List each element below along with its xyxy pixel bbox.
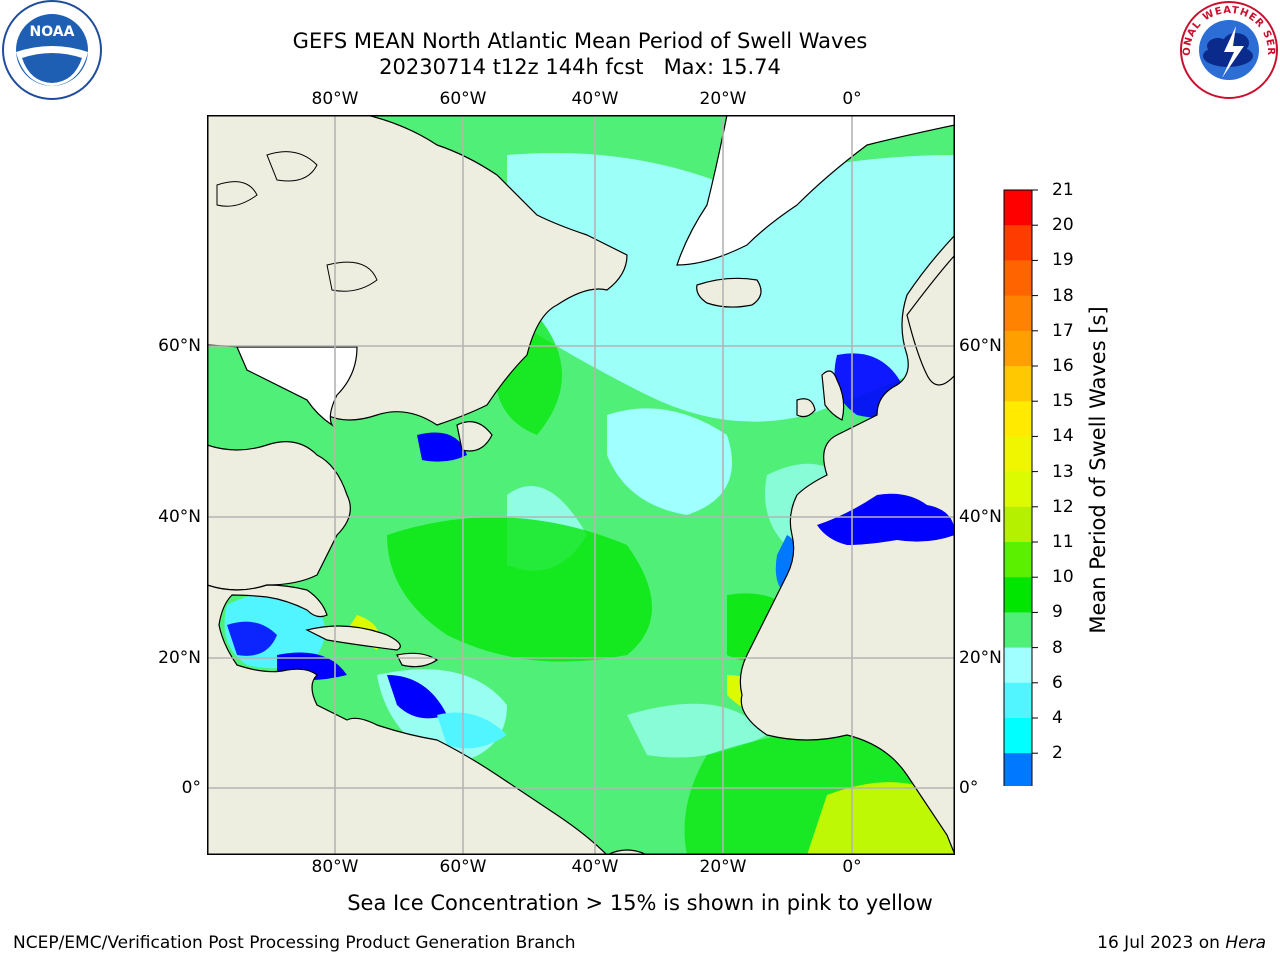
lon-tick-top-5: 0° xyxy=(842,89,862,109)
colorbar-segment xyxy=(1004,542,1032,578)
lon-tick-bottom-3: 40°W xyxy=(571,857,619,877)
lon-tick-bottom-5: 0° xyxy=(842,857,862,877)
footer-machine: Hera xyxy=(1225,933,1266,953)
colorbar-tick-label: 15 xyxy=(1052,391,1074,412)
colorbar-tick-label: 6 xyxy=(1052,672,1063,693)
colorbar-tick-label: 12 xyxy=(1052,496,1074,517)
lat-tick-right-1: 60°N xyxy=(959,336,1002,356)
map-subtitle: 20230714 t12z 144h fcst Max: 15.74 xyxy=(379,55,781,79)
colorbar-segment xyxy=(1004,436,1032,473)
colorbar-segment xyxy=(1004,577,1032,613)
colorbar-frame xyxy=(1003,189,1033,786)
footer-date: 16 Jul 2023 on Hera xyxy=(1097,933,1266,953)
colorbar-tick-label: 17 xyxy=(1052,320,1074,341)
colorbar-segment xyxy=(1004,682,1032,719)
lat-tick-left-3: 20°N xyxy=(158,648,201,668)
swell-period-map xyxy=(207,115,955,855)
lat-tick-right-2: 40°N xyxy=(959,507,1002,527)
lon-tick-top-4: 20°W xyxy=(699,89,747,109)
colorbar-tick-label: 19 xyxy=(1052,250,1074,271)
colorbar-label: Mean Period of Swell Waves [s] xyxy=(1086,306,1110,634)
colorbar-tick-label: 10 xyxy=(1052,567,1074,588)
colorbar-segment xyxy=(1004,647,1032,684)
lon-tick-bottom-2: 60°W xyxy=(439,857,487,877)
colorbar-segment xyxy=(1004,190,1032,226)
colorbar-segment xyxy=(1004,295,1032,332)
colorbar-tick-label: 14 xyxy=(1052,426,1074,447)
lon-tick-top-1: 80°W xyxy=(311,89,359,109)
footer-credit: NCEP/EMC/Verification Post Processing Pr… xyxy=(13,933,576,953)
colorbar-segment xyxy=(1004,260,1032,297)
colorbar-tick-label: 18 xyxy=(1052,285,1074,306)
map-title: GEFS MEAN North Atlantic Mean Period of … xyxy=(292,29,868,53)
colorbar-segment xyxy=(1004,612,1032,649)
colorbar-segment xyxy=(1004,471,1032,508)
lat-tick-left-2: 40°N xyxy=(158,507,201,527)
colorbar-segment xyxy=(1004,366,1032,402)
colorbar-segment xyxy=(1004,330,1032,367)
lat-tick-left-4: 0° xyxy=(181,778,201,798)
lon-tick-bottom-4: 20°W xyxy=(699,857,747,877)
lon-tick-bottom-1: 80°W xyxy=(311,857,359,877)
colorbar-segment xyxy=(1004,753,1032,786)
footer-date-text: 16 Jul 2023 on xyxy=(1097,933,1220,953)
colorbar-tick-label: 13 xyxy=(1052,461,1074,482)
lon-tick-top-3: 40°W xyxy=(571,89,619,109)
colorbar-segment xyxy=(1004,225,1032,261)
colorbar-tick-label: 9 xyxy=(1052,602,1063,623)
colorbar-tick-label: 21 xyxy=(1052,180,1074,200)
colorbar-segment xyxy=(1004,401,1032,437)
lat-tick-right-4: 0° xyxy=(959,778,979,798)
lon-tick-top-2: 60°W xyxy=(439,89,487,109)
colorbar-tick-label: 4 xyxy=(1052,708,1063,728)
noaa-logo-text: NOAA xyxy=(30,24,75,40)
colorbar xyxy=(1003,189,1038,786)
colorbar-tick-label: 11 xyxy=(1052,532,1074,552)
colorbar-tick-label: 2 xyxy=(1052,743,1063,764)
nws-logo: NATIONAL WEATHER SERVICE xyxy=(1178,0,1278,99)
colorbar-segment xyxy=(1004,506,1032,543)
colorbar-segment xyxy=(1004,718,1032,754)
lat-tick-left-1: 60°N xyxy=(158,336,201,356)
colorbar-tick-label: 20 xyxy=(1052,215,1074,236)
colorbar-tick-label: 8 xyxy=(1052,637,1063,658)
noaa-logo: NOAA xyxy=(2,0,102,100)
sea-ice-note: Sea Ice Concentration > 15% is shown in … xyxy=(347,891,933,915)
colorbar-tick-label: 16 xyxy=(1052,356,1074,376)
lat-tick-right-3: 20°N xyxy=(959,648,1002,668)
